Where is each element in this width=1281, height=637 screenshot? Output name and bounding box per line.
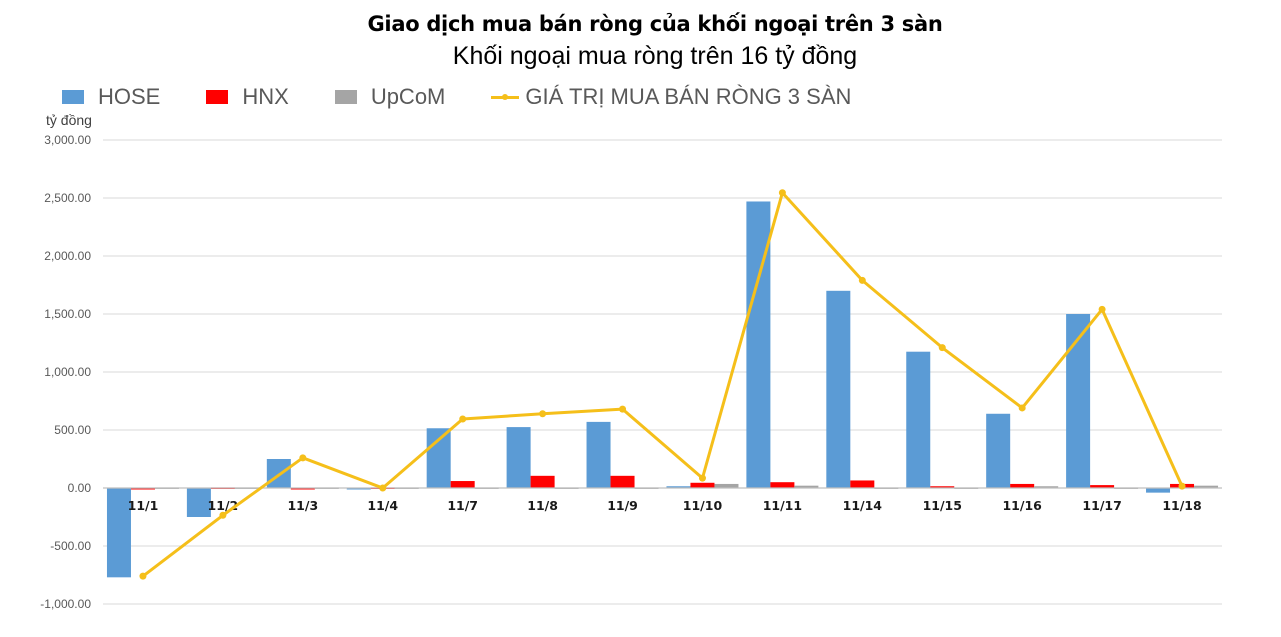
legend-item-upcom: UpCoM [334,84,446,110]
x-category-label: 11/10 [683,498,723,513]
line-point-marker [619,405,627,413]
bar-upcom [794,485,819,488]
bar-upcom [714,483,739,488]
x-category-label: 11/15 [923,498,962,513]
y-axis-ticks: 3,000.00 2,500.00 2,000.00 1,500.00 1,000.00… [40,133,91,611]
y-tick-label: 1,000.00 [44,365,91,379]
line-point-marker [938,344,946,352]
net-value-line-series [139,189,1186,580]
bar-hnx [130,488,155,490]
bar-upcom [1194,485,1219,488]
line-point-marker [459,415,467,423]
x-category-label: 11/11 [763,498,802,513]
legend-label: HNX [242,84,289,109]
bar-hnx [770,482,795,488]
bar-series [106,201,1219,578]
x-category-label: 11/17 [1082,498,1121,513]
x-category-label: 11/4 [367,498,398,513]
legend-item-hnx: HNX [206,84,289,110]
bar-hose [906,351,931,488]
legend-item-hose: HOSE [62,84,160,110]
bar-hose [986,413,1011,488]
y-axis-unit-label: tỷ đồng [46,112,92,128]
y-tick-label: 3,000.00 [44,133,91,147]
bar-hose [346,488,371,490]
line-point-marker [778,189,786,197]
line-point-marker [539,410,547,418]
bar-hose [186,488,211,517]
x-category-label: 11/8 [527,498,558,513]
x-axis-categories: 11/1 11/2 11/3 11/4 11/7 11/8 11/9 11/10 11/11 11… [128,498,1202,513]
x-category-label: 11/3 [287,498,318,513]
legend-item-net-value: GIÁ TRỊ MUA BÁN RÒNG 3 SÀN [491,84,851,110]
y-tick-label: -500.00 [50,539,91,553]
bar-hnx [1010,483,1035,488]
legend-label: UpCoM [370,84,446,109]
upcom-swatch-icon [334,90,357,104]
x-category-label: 11/7 [447,498,478,513]
line-point-marker [1018,404,1026,412]
line-point-marker [698,474,706,482]
y-tick-label: 2,500.00 [44,191,91,205]
x-category-label: 11/18 [1162,498,1201,513]
bar-hnx [850,480,875,488]
x-category-label: 11/2 [208,498,239,513]
line-point-marker [139,572,147,580]
bar-hnx [530,475,555,488]
chart-legend: HOSE HNX UpCoM GIÁ TRỊ MUA BÁN RÒNG 3 SÀ… [62,84,897,110]
bar-hose [426,428,451,488]
bar-hose [1146,488,1171,493]
line-point-marker [858,276,866,284]
bar-upcom [1034,486,1059,488]
line-point-marker [299,454,307,462]
x-category-label: 11/9 [607,498,638,513]
line-point-marker [1178,482,1186,490]
bar-hose [666,486,691,488]
chart-title: Giao dịch mua bán ròng của khối ngoại tr… [367,12,943,36]
bar-hose [106,488,131,578]
x-category-label: 11/14 [843,498,883,513]
hnx-swatch-icon [206,90,229,104]
line-point-marker [1098,305,1106,313]
y-tick-label: 1,500.00 [44,307,91,321]
hose-swatch-icon [62,90,84,104]
legend-label: GIÁ TRỊ MUA BÁN RÒNG 3 SÀN [525,84,852,109]
y-tick-label: -1,000.00 [40,597,91,611]
bar-hnx [290,488,315,490]
y-tick-label: 2,000.00 [44,249,91,263]
y-tick-label: 500.00 [54,423,91,437]
legend-label: HOSE [98,84,161,109]
bar-hose [506,427,531,488]
line-point-marker [219,511,227,519]
x-category-label: 11/1 [128,498,159,513]
bar-hose [1066,314,1091,488]
gridlines [103,139,1222,605]
bar-hnx [690,482,715,488]
bar-hnx [610,475,635,488]
x-category-label: 11/16 [1002,498,1042,513]
bar-hose [826,290,851,488]
bar-hnx [930,486,955,488]
y-tick-label: 0.00 [68,481,92,495]
bar-hnx [450,481,475,488]
line-marker-icon [491,93,520,100]
bar-hnx [1090,485,1115,488]
line-point-marker [379,484,387,492]
bar-hose [586,421,611,488]
chart-subtitle: Khối ngoại mua ròng trên 16 tỷ đồng [452,42,858,70]
